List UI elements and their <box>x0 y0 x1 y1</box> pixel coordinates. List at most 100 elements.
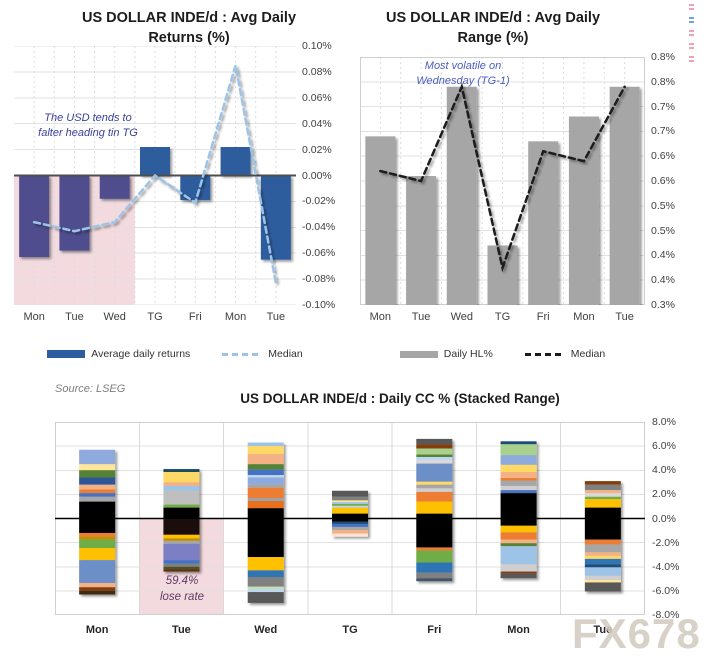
stacked-segment <box>416 572 453 579</box>
y-tick-label: 2.0% <box>652 488 676 501</box>
stacked-segment <box>500 525 537 533</box>
stacked-segment <box>332 533 368 537</box>
stacked-segment <box>500 485 537 491</box>
y-tick-label: -0.04% <box>302 221 336 234</box>
stacked-segment <box>163 507 200 520</box>
returns-title-line1: US DOLLAR INDE/d : Avg Daily <box>81 10 297 26</box>
stacked-segment <box>332 505 368 508</box>
median-line <box>32 65 278 285</box>
stacked-segment <box>416 513 453 548</box>
stacked-chart-title: US DOLLAR INDE/d : Daily CC % (Stacked R… <box>240 391 560 406</box>
stacked-segment <box>79 587 116 591</box>
x-tick-label: Wed <box>254 624 278 636</box>
corner-mark-icon <box>689 30 694 37</box>
stacked-segment <box>247 487 284 498</box>
y-tick-label: -4.0% <box>652 560 680 573</box>
plot1-svg <box>14 45 296 306</box>
stacked-segment <box>79 548 116 561</box>
stacked-segment <box>416 444 453 449</box>
range-title-line2: Range (%) <box>457 30 529 47</box>
stacked-segment <box>79 536 116 540</box>
stacked-segment <box>247 477 284 485</box>
plot3-svg <box>55 421 645 616</box>
x-tick-label: Wed <box>450 311 473 323</box>
returns-chart-title: US DOLLAR INDE/d : Avg Daily Returns (%) <box>34 8 344 49</box>
stacked-bar-mon <box>500 441 537 579</box>
bar-tue <box>260 175 291 260</box>
bar-mon <box>19 175 50 258</box>
x-tick-label: TG <box>147 311 163 323</box>
x-tick-label: TG <box>494 311 511 323</box>
stacked-segment <box>416 448 453 455</box>
stacked-segment <box>163 469 200 473</box>
range-legend: Daily HL% Median <box>360 348 645 360</box>
returns-legend: Average daily returns Median <box>14 348 336 360</box>
stacked-segment <box>584 481 621 485</box>
y-tick-label: 0.02% <box>302 143 332 156</box>
x-tick-label: Mon <box>85 624 109 636</box>
y-tick-label: -0.02% <box>302 195 336 208</box>
bar-swatch-icon <box>399 350 438 358</box>
x-tick-label: Mon <box>224 311 247 323</box>
stacked-segment <box>584 580 621 583</box>
lose-rate-annotation: 59.4% lose rate <box>159 575 205 603</box>
x-tick-label: Mon <box>573 311 595 323</box>
returns-title-line2: Returns (%) <box>148 30 230 47</box>
stacked-segment <box>332 500 368 503</box>
stacked-segment <box>247 589 284 593</box>
stacked-segment <box>416 550 453 563</box>
bar-tue <box>59 175 90 251</box>
range-annotation: Most volatile on Wednesday (TG-1) <box>416 60 510 87</box>
stacked-segment <box>416 488 453 492</box>
y-tick-label: 6.0% <box>652 440 676 453</box>
range-plot <box>360 56 645 306</box>
stacked-segment <box>416 463 453 482</box>
stacked-bar-tue <box>584 481 621 592</box>
stacked-segment <box>332 490 368 497</box>
stacked-segment <box>247 453 284 465</box>
y-tick-label: -0.08% <box>302 273 336 286</box>
stacked-segment <box>584 539 621 545</box>
stacked-segment <box>500 571 537 574</box>
y-tick-label: 8.0% <box>652 416 676 428</box>
stacked-segment <box>584 555 621 559</box>
stacked-segment <box>500 543 537 547</box>
plot2-svg <box>360 56 645 306</box>
stacked-segment <box>332 526 368 530</box>
y-tick-label: 0.4% <box>651 274 675 287</box>
y-tick-label: 0.08% <box>302 65 332 78</box>
stacked-segment <box>584 552 621 556</box>
stacked-segment <box>500 493 537 526</box>
bar-mon <box>365 136 396 305</box>
stacked-segment <box>247 508 284 558</box>
x-tick-label: Wed <box>103 311 126 323</box>
stacked-segment <box>332 502 368 505</box>
stacked-segment <box>416 456 453 460</box>
stacked-plot <box>55 421 645 616</box>
stacked-segment <box>584 493 621 497</box>
y-tick-label: 0.5% <box>651 199 675 212</box>
stacked-segment <box>500 546 537 565</box>
y-tick-label: 0.3% <box>651 299 675 311</box>
y-tick-label: 0.7% <box>651 125 675 138</box>
stacked-segment <box>79 470 116 478</box>
bar-wed <box>99 175 130 199</box>
stacked-segment <box>247 469 284 476</box>
stacked-segment <box>416 459 453 464</box>
x-tick-label: TG <box>342 624 358 636</box>
stacked-segment <box>332 504 368 506</box>
stacked-segment <box>79 449 116 465</box>
stacked-segment <box>584 544 621 553</box>
legend-item-daily-hl: Daily HL% <box>399 348 493 360</box>
stacked-segment <box>79 496 116 502</box>
bar-tg <box>487 245 518 305</box>
stacked-segment <box>584 564 621 568</box>
stacked-segment <box>163 563 200 567</box>
y-tick-label: -8.0% <box>652 609 680 621</box>
stacked-segment <box>416 454 453 457</box>
stacked-segment <box>163 504 200 508</box>
dashed-line-swatch-icon <box>222 352 263 356</box>
bar-fri <box>528 141 559 305</box>
stacked-segment <box>163 482 200 486</box>
